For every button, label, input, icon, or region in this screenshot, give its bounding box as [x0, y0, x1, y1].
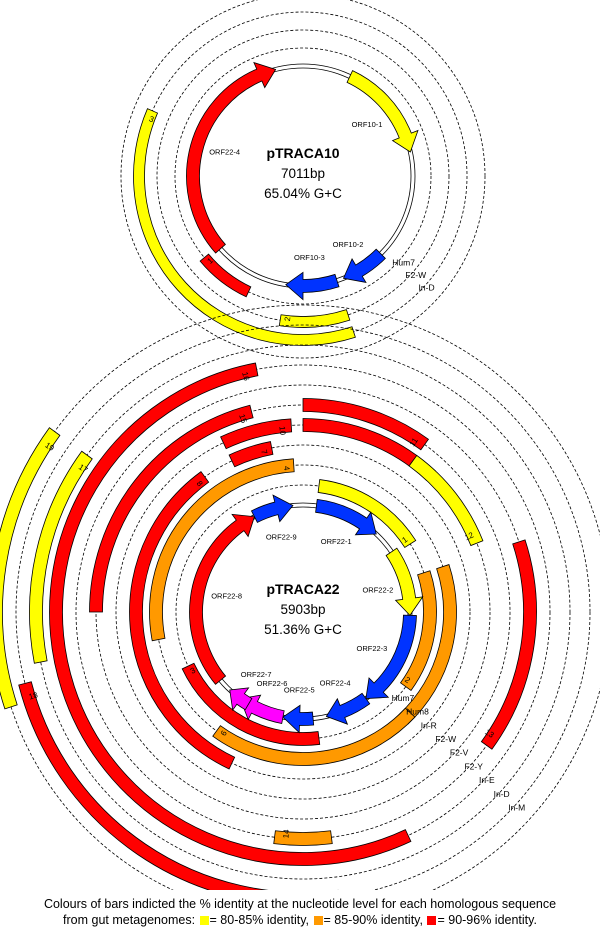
gene-label: ORF22-9	[266, 533, 297, 542]
gene-label: ORF22-4	[320, 679, 351, 688]
gene-label: ORF22-6	[257, 679, 288, 688]
homology-bar	[29, 450, 93, 664]
homology-ring	[120, 0, 486, 359]
gene-arrow	[385, 547, 424, 616]
homology-bar	[399, 570, 437, 692]
homolog-source-label: F2-V	[450, 748, 469, 758]
homology-bar-number: 15	[237, 413, 248, 425]
homology-bar	[220, 418, 293, 450]
homology-bar	[228, 441, 274, 468]
homology-bar-number: 14	[281, 829, 291, 839]
gene-arrow	[365, 614, 417, 699]
red-swatch	[427, 916, 437, 925]
plasmid-gc: 65.04% G+C	[264, 186, 342, 201]
plasmid-name: pTRACA22	[266, 581, 339, 597]
plasmid-size: 5903bp	[280, 602, 325, 617]
caption-prefix: from gut metagenomes:	[63, 913, 196, 927]
gene-label: ORF22-4	[209, 147, 240, 156]
homology-bar	[149, 458, 295, 642]
homology-bar-number: 8	[195, 479, 205, 489]
homology-bar-number: 10	[277, 426, 287, 436]
gene-label: ORF22-7	[241, 670, 272, 679]
homology-bar-number: 18	[28, 690, 40, 701]
homology-bar	[480, 539, 537, 750]
homolog-source-label: In-D	[419, 282, 435, 292]
gene-label: ORF10-3	[294, 253, 325, 262]
caption-line-1: Colours of bars indicted the % identity …	[43, 897, 557, 911]
homology-bar	[133, 108, 356, 346]
homolog-source-label: Hum8	[406, 707, 429, 717]
gene-arrow	[285, 271, 340, 301]
homolog-source-label: In-M	[508, 802, 525, 812]
homolog-source-label: In-R	[421, 720, 437, 730]
gene-arrow	[250, 494, 294, 523]
gene-arrow	[315, 498, 377, 536]
homology-ring	[0, 304, 600, 890]
homology-bar	[181, 662, 321, 746]
homology-bar	[0, 427, 61, 710]
homology-bar	[89, 404, 254, 613]
plasmid-map-ptraca10: 1 2 3 ORF10-1 ORF10-2 ORF10-3 ORF22-4 pTRACA10 7…	[120, 0, 486, 359]
plasmid-gc: 51.36% G+C	[264, 622, 342, 637]
homolog-source-label: Hum7	[392, 693, 415, 703]
homology-bar	[49, 362, 412, 866]
gene-label: ORF22-3	[357, 644, 388, 653]
homology-ring	[35, 344, 571, 880]
gene-arrow	[346, 70, 419, 153]
homolog-source-label: F2-W	[405, 270, 426, 280]
homolog-source-label: F2-Y	[464, 761, 483, 771]
homology-ring	[135, 444, 471, 780]
homology-bar	[302, 398, 430, 451]
homology-bar-number: 6	[219, 728, 229, 737]
figure-caption: Colours of bars indicted the % identity …	[0, 896, 600, 928]
homology-bar-number: 3	[189, 665, 198, 675]
caption-yellow-text: = 80-85% identity,	[209, 913, 310, 927]
gene-label: ORF22-5	[284, 685, 315, 694]
gene-arrow	[239, 694, 285, 724]
gene-arrow	[342, 248, 386, 283]
homology-bar	[129, 471, 236, 770]
homology-bar	[278, 309, 351, 328]
homolog-source-label: In-E	[479, 775, 495, 785]
homology-bar	[408, 454, 484, 547]
homology-bar	[199, 253, 252, 298]
gene-arrow	[325, 692, 371, 725]
homolog-source-label: F2-W	[435, 734, 456, 744]
homology-bar-number: 2	[283, 316, 292, 322]
homology-bar	[317, 479, 417, 548]
gene-arrow	[282, 704, 315, 734]
caption-red-text: = 90-96% identity.	[437, 913, 537, 927]
homology-bar-number: 2	[403, 675, 412, 685]
gene-label: ORF22-8	[211, 592, 242, 601]
homolog-source-label: In-D	[494, 789, 510, 799]
homology-bar-number: 7	[259, 449, 269, 456]
caption-line-2: from gut metagenomes: = 80-85% identity,…	[0, 912, 600, 928]
plasmid-map-ptraca22: 1234567891011121314151617181920ORF22-1OR…	[0, 304, 600, 890]
homology-bar-number: 1	[206, 256, 216, 266]
caption-orange-text: = 85-90% identity,	[323, 913, 423, 927]
homology-bar-number: 12	[463, 530, 475, 542]
homology-bar	[273, 830, 333, 846]
gene-label: ORF10-2	[333, 240, 364, 249]
homology-ring	[174, 47, 432, 305]
gene-label: ORF10-1	[352, 120, 383, 129]
gene-arrow	[186, 61, 277, 254]
plasmid-size: 7011bp	[281, 166, 325, 181]
homology-bar	[18, 681, 339, 890]
gene-arrow	[229, 687, 253, 712]
homology-ring	[156, 29, 450, 323]
yellow-swatch	[199, 916, 209, 925]
orange-swatch	[313, 916, 323, 925]
homology-bar-number: 4	[282, 465, 292, 471]
homology-bar-number: 1	[400, 535, 409, 545]
gene-label: ORF22-1	[321, 537, 352, 546]
homology-ring	[15, 324, 591, 890]
plasmid-name: pTRACA10	[266, 145, 339, 161]
gene-label: ORF22-2	[362, 586, 393, 595]
homology-bar	[212, 707, 416, 766]
homology-bar-number: 16	[240, 371, 251, 382]
homology-bar-number: 3	[148, 114, 156, 124]
homolog-source-label: Hum7	[392, 258, 415, 268]
